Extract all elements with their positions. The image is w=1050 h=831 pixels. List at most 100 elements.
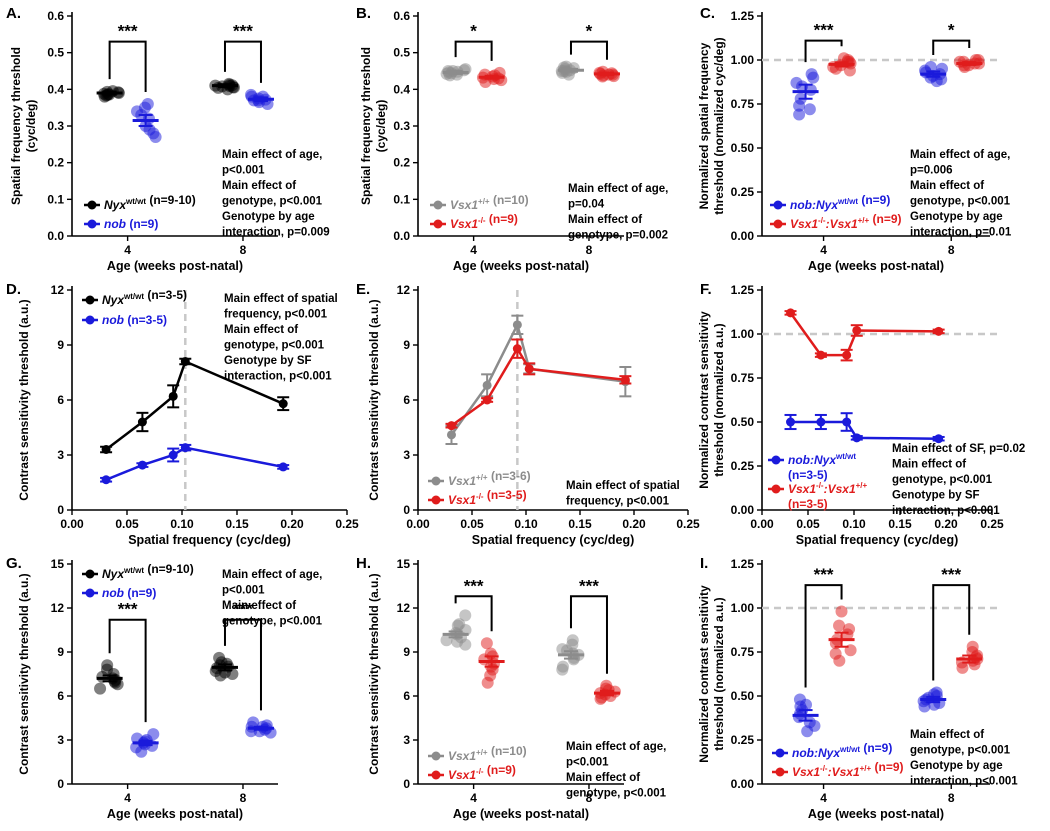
y-tick-label: 1.00 (731, 327, 755, 341)
data-point (138, 101, 151, 114)
significance-label: *** (233, 22, 253, 41)
panel-i: I. Normalized contrast sensitivity thresho… (697, 555, 1018, 821)
legend-label: Vsx1-/- (n=9) (450, 212, 518, 231)
data-point (149, 131, 162, 143)
significance-bracket (804, 584, 843, 688)
annotation-text: genotype, p<0.001 (224, 340, 325, 352)
data-point (180, 357, 190, 366)
x-axis-label: Spatial frequency (cyc/deg) (128, 533, 291, 547)
x-tick-label: 4 (124, 243, 131, 257)
legend-marker (773, 219, 783, 229)
y-tick-label: 0.00 (731, 503, 755, 517)
data-point (829, 647, 842, 660)
y-tick-label: 0.3 (393, 119, 410, 133)
y-tick-label: 0.25 (731, 733, 755, 747)
x-tick-label: 4 (820, 243, 827, 257)
significance-label: *** (464, 576, 484, 595)
legend-marker (87, 219, 97, 229)
data-point (481, 676, 494, 689)
annotation-text: Main effect of age, (566, 741, 666, 753)
x-tick-label: 0.05 (460, 517, 484, 531)
annotation-text: Genotype by age (910, 760, 1003, 772)
x-tick-label: 0.10 (170, 517, 194, 531)
y-tick-label: 6 (403, 689, 410, 703)
data-point (816, 417, 826, 427)
significance-label: *** (814, 565, 834, 584)
x-tick-label: 0.20 (280, 517, 304, 531)
y-tick-label: 0.1 (47, 192, 64, 206)
panel-label: D. (6, 281, 21, 298)
y-axis-label: threshold (normalized cyc/deg) (712, 37, 726, 214)
significance-label: * (470, 22, 477, 41)
data-point (793, 99, 806, 112)
legend-label: nob:Nyxwt/wt (n=9) (792, 741, 892, 760)
annotation-text: interaction, p<0.001 (910, 776, 1018, 788)
significance-label: *** (233, 600, 253, 619)
y-tick-label: 9 (403, 338, 410, 352)
annotation-text: p=0.04 (568, 199, 605, 211)
data-point (801, 725, 814, 738)
y-tick-label: 0 (57, 777, 64, 791)
data-point (278, 399, 288, 409)
y-axis-label: Contrast sensitivity threshold (a.u.) (17, 299, 31, 500)
panel-label: C. (700, 5, 715, 22)
y-tick-label: 1.25 (731, 283, 755, 297)
data-point (137, 417, 147, 427)
annotation-text: Main effect of (892, 459, 966, 471)
y-tick-label: 12 (51, 283, 65, 297)
y-tick-label: 0.4 (393, 82, 410, 96)
panel-a: A. Spatial frequency threshold (cyc/deg) 0.… (6, 5, 330, 273)
data-point (168, 391, 178, 401)
legend-label: Nyxwt/wt (n=9-10) (102, 562, 194, 581)
legend-marker (431, 495, 441, 505)
y-axis-label: Contrast sensitivity threshold (a.u.) (367, 573, 381, 774)
x-tick-label: 0.00 (750, 517, 774, 531)
significance-bracket (223, 40, 262, 83)
legend-label: Vsx1-/-:Vsx1+/+ (n=9) (790, 212, 902, 231)
y-tick-label: 0.1 (393, 192, 410, 206)
x-tick-label: 0.15 (888, 517, 912, 531)
legend-n: (n=3-5) (788, 497, 828, 511)
x-tick-label: 4 (470, 791, 477, 805)
significance-label: *** (941, 565, 961, 584)
legend-label: nob:Nyxwt/wt (788, 452, 856, 467)
y-tick-label: 0.5 (47, 46, 64, 60)
y-tick-label: 15 (51, 557, 65, 571)
y-tick-label: 3 (403, 448, 410, 462)
y-tick-label: 12 (397, 601, 411, 615)
annotation-text: interaction, p<0.001 (892, 505, 1000, 517)
panel-c: C. Normalized spatial frequency threshold … (697, 5, 1012, 273)
y-tick-label: 0.3 (47, 119, 64, 133)
x-tick-label: 0.20 (934, 517, 958, 531)
y-tick-label: 0.75 (731, 371, 755, 385)
data-point (852, 433, 862, 443)
panel-f: F. Normalized contrast sensitivity thresho… (697, 281, 1025, 547)
y-tick-label: 0.50 (731, 141, 755, 155)
y-tick-label: 0.0 (47, 229, 64, 243)
significance-label: * (586, 22, 593, 41)
y-tick-label: 0.75 (731, 97, 755, 111)
legend-marker (773, 200, 783, 210)
data-point (147, 728, 160, 741)
x-tick-label: 0.00 (60, 517, 84, 531)
data-point (180, 443, 190, 453)
y-tick-label: 0.75 (731, 645, 755, 659)
significance-label: * (948, 21, 955, 40)
legend-label: nob (n=3-5) (102, 313, 167, 327)
y-tick-label: 1.00 (731, 601, 755, 615)
annotation-text: genotype, p<0.001 (566, 788, 667, 800)
y-tick-label: 9 (57, 338, 64, 352)
annotation-text: Genotype by SF (224, 355, 312, 367)
data-point (804, 83, 817, 96)
y-axis-label: Normalized contrast sensitivity (697, 311, 711, 489)
data-point (934, 326, 944, 336)
annotation-text: Main effect of (222, 180, 296, 192)
legend-marker (775, 767, 785, 777)
data-point (816, 350, 826, 360)
x-axis-label: Age (weeks post-natal) (453, 807, 589, 821)
y-axis-label: threshold (normalized a.u.) (712, 597, 726, 750)
annotation-text: Main effect of age, (910, 149, 1010, 161)
data-point (446, 430, 456, 440)
data-point (842, 417, 852, 427)
legend-marker (433, 200, 443, 210)
